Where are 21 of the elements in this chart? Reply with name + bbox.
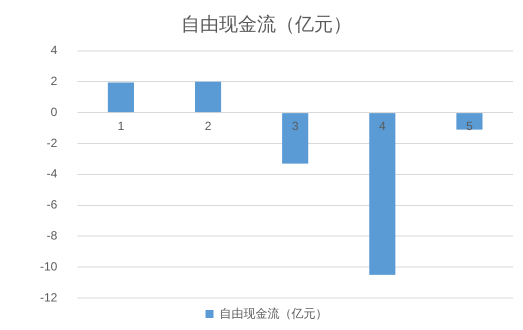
bar: [369, 113, 396, 275]
y-tick-label: -2: [46, 136, 58, 150]
legend-label: 自由现金流（亿元）: [220, 306, 328, 320]
x-tick-label: 3: [292, 118, 299, 133]
y-tick-label: -10: [40, 259, 58, 274]
x-tick-label: 1: [118, 118, 125, 133]
y-tick-label: -6: [46, 198, 58, 212]
y-tick-label: 4: [50, 43, 58, 58]
y-tick-label: -4: [46, 166, 58, 181]
x-tick-label: 2: [204, 118, 212, 133]
x-tick-label: 4: [378, 118, 386, 133]
bar: [456, 113, 483, 130]
chart-title: 自由现金流（亿元）: [181, 14, 352, 36]
bar: [108, 82, 134, 112]
y-tick-label: -8: [46, 228, 58, 243]
y-tick-label: 2: [50, 74, 58, 88]
y-tick-label: -12: [40, 290, 58, 304]
bar: [282, 113, 308, 164]
bar: [194, 82, 222, 112]
x-tick-label: 5: [466, 118, 474, 133]
y-tick-label: 0: [50, 104, 58, 119]
